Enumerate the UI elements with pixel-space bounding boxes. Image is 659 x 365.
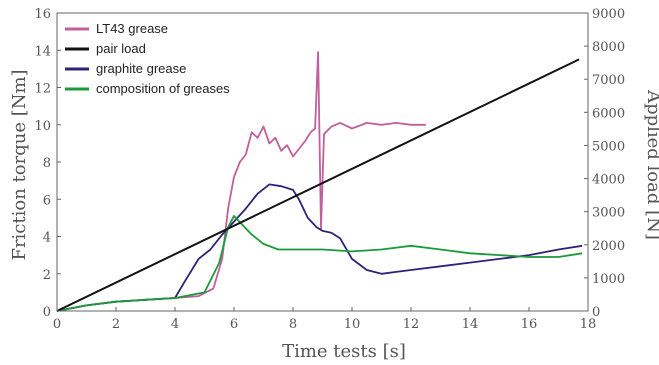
series-line-pair-load (56, 58, 580, 312)
x-tick-label: 16 (521, 317, 538, 332)
y-left-tick-label: 6 (43, 193, 51, 208)
legend-label-composition-of-greases: composition of greases (96, 81, 230, 96)
y-right-tick-label: 1000 (592, 272, 625, 287)
y-left-tick-label: 10 (34, 119, 51, 134)
y-left-tick-label: 14 (34, 44, 51, 59)
x-tick-label: 10 (344, 317, 361, 332)
y-right-tick-label: 7000 (592, 73, 625, 88)
y-left-tick-label: 0 (43, 305, 51, 320)
y-axis-left-title: Friction torque [Nm] (9, 69, 30, 260)
y-axis-right-title: Applied load [N] (643, 89, 659, 240)
x-axis-title: Time tests [s] (282, 341, 406, 362)
x-tick-label: 0 (53, 317, 61, 332)
x-tick-label: 12 (403, 317, 420, 332)
y-left-tick-label: 12 (34, 82, 51, 97)
y-right-tick-label: 3000 (592, 206, 625, 221)
y-right-tick-label: 2000 (592, 239, 625, 254)
y-left-tick-label: 8 (43, 156, 51, 171)
y-left-tick-label: 16 (34, 7, 51, 22)
series-line-lt43-grease (56, 51, 426, 312)
y-right-tick-label: 6000 (592, 106, 625, 121)
legend: LT43 grease pair load graphite grease compo… (65, 21, 230, 96)
x-tick-label: 8 (289, 317, 297, 332)
legend-label-graphite-grease: graphite grease (96, 61, 186, 76)
y-right-tick-label: 4000 (592, 173, 625, 188)
x-tick-label: 2 (112, 317, 120, 332)
y-left-tick-label: 4 (43, 231, 51, 246)
ticks-layer: 0 2 4 6 8 10 12 14 16 180246810121416010002000300… (34, 7, 625, 332)
x-tick-label: 18 (580, 317, 597, 332)
series-line-composition-of-greases (56, 215, 583, 312)
series-line-graphite-grease (56, 183, 583, 312)
legend-label-lt43-grease: LT43 grease (96, 21, 168, 36)
x-tick-label: 14 (462, 317, 479, 332)
y-right-tick-label: 9000 (592, 7, 625, 22)
legend-label-pair-load: pair load (96, 41, 146, 56)
series-layer (56, 51, 583, 312)
x-tick-label: 6 (230, 317, 238, 332)
y-right-tick-label: 0 (592, 305, 600, 320)
y-left-tick-label: 2 (43, 268, 51, 283)
y-right-tick-label: 8000 (592, 40, 625, 55)
y-right-tick-label: 5000 (592, 139, 625, 154)
x-tick-label: 4 (171, 317, 179, 332)
